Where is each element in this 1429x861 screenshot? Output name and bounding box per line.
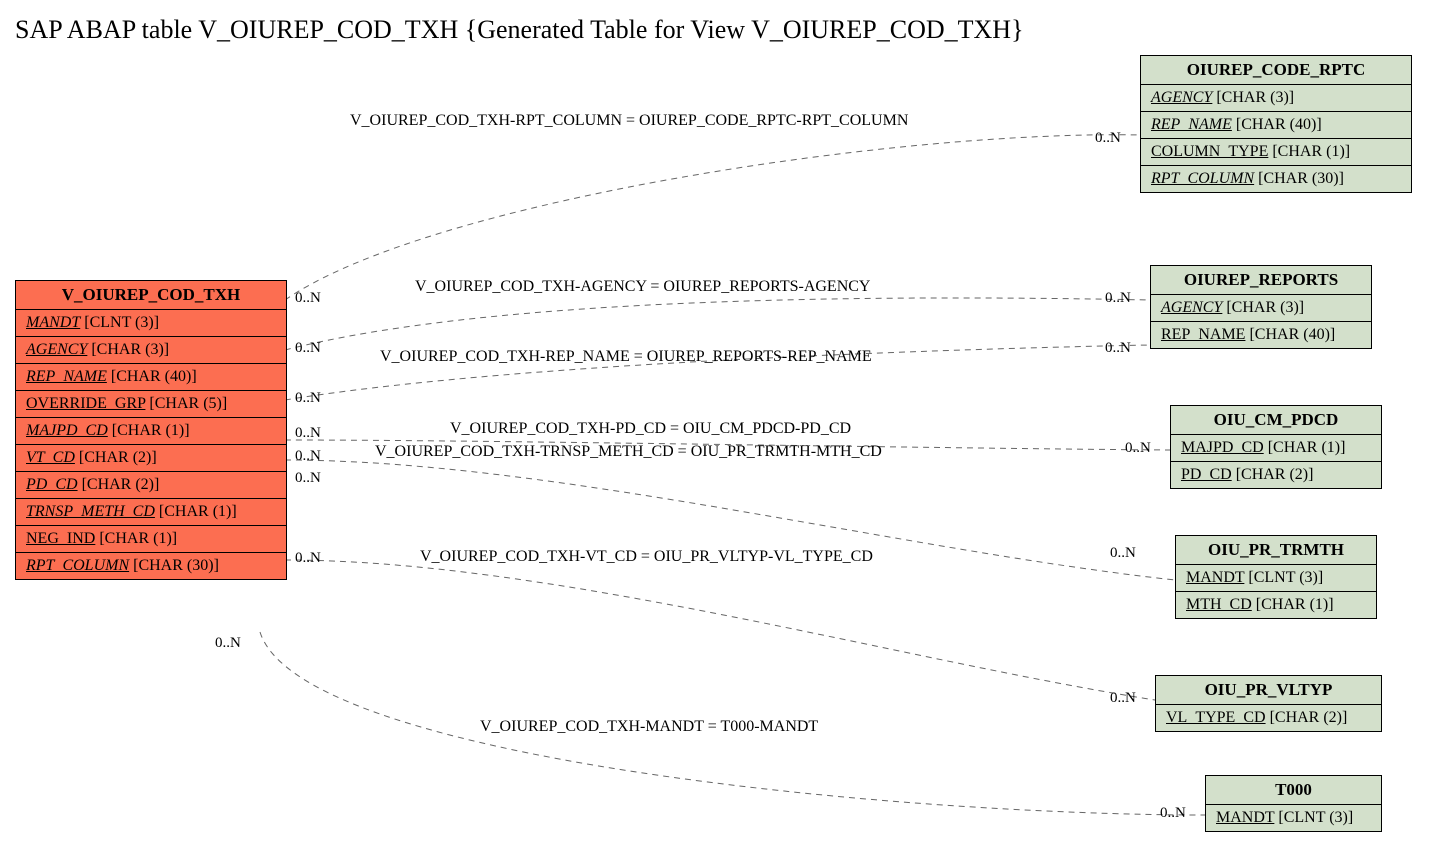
- entity-field: AGENCY [CHAR (3)]: [1141, 85, 1411, 112]
- entity-field: MAJPD_CD [CHAR (1)]: [16, 418, 286, 445]
- page-title: SAP ABAP table V_OIUREP_COD_TXH {Generat…: [15, 15, 1024, 45]
- entity-v_oiurep_cod_txh: V_OIUREP_COD_TXHMANDT [CLNT (3)]AGENCY […: [15, 280, 287, 580]
- cardinality: 0..N: [1105, 340, 1131, 357]
- entity-field: PD_CD [CHAR (2)]: [16, 472, 286, 499]
- entity-field: COLUMN_TYPE [CHAR (1)]: [1141, 139, 1411, 166]
- entity-field: MANDT [CLNT (3)]: [16, 310, 286, 337]
- entity-header: V_OIUREP_COD_TXH: [16, 281, 286, 310]
- cardinality: 0..N: [1095, 130, 1121, 147]
- relation-label: V_OIUREP_COD_TXH-TRNSP_METH_CD = OIU_PR_…: [375, 443, 882, 461]
- entity-field: MANDT [CLNT (3)]: [1206, 805, 1381, 831]
- entity-field: PD_CD [CHAR (2)]: [1171, 462, 1381, 488]
- cardinality: 0..N: [295, 290, 321, 307]
- entity-field: MAJPD_CD [CHAR (1)]: [1171, 435, 1381, 462]
- cardinality: 0..N: [1110, 545, 1136, 562]
- entity-header: OIU_PR_TRMTH: [1176, 536, 1376, 565]
- cardinality: 0..N: [1105, 290, 1131, 307]
- cardinality: 0..N: [295, 390, 321, 407]
- cardinality: 0..N: [1160, 805, 1186, 822]
- relation-label: V_OIUREP_COD_TXH-AGENCY = OIUREP_REPORTS…: [415, 278, 870, 296]
- entity-oiu_cm_pdcd: OIU_CM_PDCDMAJPD_CD [CHAR (1)]PD_CD [CHA…: [1170, 405, 1382, 489]
- entity-field: VT_CD [CHAR (2)]: [16, 445, 286, 472]
- cardinality: 0..N: [1125, 440, 1151, 457]
- relation-label: V_OIUREP_COD_TXH-RPT_COLUMN = OIUREP_COD…: [350, 112, 908, 130]
- entity-oiurep_reports: OIUREP_REPORTSAGENCY [CHAR (3)]REP_NAME …: [1150, 265, 1372, 349]
- entity-field: TRNSP_METH_CD [CHAR (1)]: [16, 499, 286, 526]
- entity-field: MANDT [CLNT (3)]: [1176, 565, 1376, 592]
- cardinality: 0..N: [1110, 690, 1136, 707]
- entity-header: OIUREP_REPORTS: [1151, 266, 1371, 295]
- cardinality: 0..N: [295, 448, 321, 465]
- entity-field: VL_TYPE_CD [CHAR (2)]: [1156, 705, 1381, 731]
- entity-header: OIU_PR_VLTYP: [1156, 676, 1381, 705]
- entity-field: MTH_CD [CHAR (1)]: [1176, 592, 1376, 618]
- relation-label: V_OIUREP_COD_TXH-REP_NAME = OIUREP_REPOR…: [380, 348, 872, 366]
- entity-oiu_pr_trmth: OIU_PR_TRMTHMANDT [CLNT (3)]MTH_CD [CHAR…: [1175, 535, 1377, 619]
- entity-field: REP_NAME [CHAR (40)]: [16, 364, 286, 391]
- entity-field: NEG_IND [CHAR (1)]: [16, 526, 286, 553]
- entity-field: REP_NAME [CHAR (40)]: [1151, 322, 1371, 348]
- entity-oiurep_code_rptc: OIUREP_CODE_RPTCAGENCY [CHAR (3)]REP_NAM…: [1140, 55, 1412, 193]
- cardinality: 0..N: [295, 470, 321, 487]
- entity-oiu_pr_vltyp: OIU_PR_VLTYPVL_TYPE_CD [CHAR (2)]: [1155, 675, 1382, 732]
- entity-field: RPT_COLUMN [CHAR (30)]: [16, 553, 286, 579]
- entity-field: AGENCY [CHAR (3)]: [16, 337, 286, 364]
- entity-field: RPT_COLUMN [CHAR (30)]: [1141, 166, 1411, 192]
- entity-t000: T000MANDT [CLNT (3)]: [1205, 775, 1382, 832]
- relation-label: V_OIUREP_COD_TXH-VT_CD = OIU_PR_VLTYP-VL…: [420, 548, 873, 566]
- entity-field: OVERRIDE_GRP [CHAR (5)]: [16, 391, 286, 418]
- entity-header: OIU_CM_PDCD: [1171, 406, 1381, 435]
- cardinality: 0..N: [215, 635, 241, 652]
- entity-header: OIUREP_CODE_RPTC: [1141, 56, 1411, 85]
- relation-label: V_OIUREP_COD_TXH-MANDT = T000-MANDT: [480, 718, 818, 736]
- relation-label: V_OIUREP_COD_TXH-PD_CD = OIU_CM_PDCD-PD_…: [450, 420, 851, 438]
- entity-field: AGENCY [CHAR (3)]: [1151, 295, 1371, 322]
- cardinality: 0..N: [295, 550, 321, 567]
- cardinality: 0..N: [295, 340, 321, 357]
- entity-header: T000: [1206, 776, 1381, 805]
- entity-field: REP_NAME [CHAR (40)]: [1141, 112, 1411, 139]
- cardinality: 0..N: [295, 425, 321, 442]
